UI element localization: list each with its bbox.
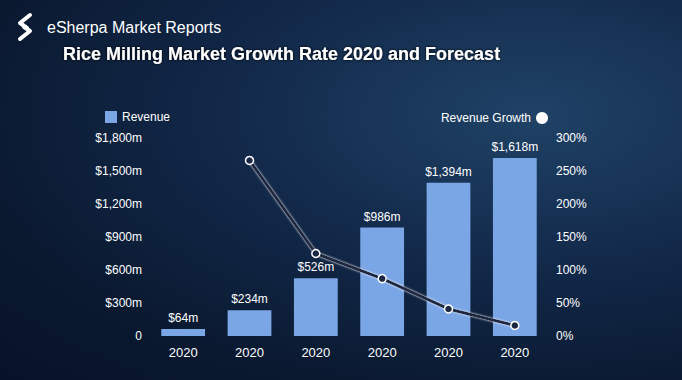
svg-text:0%: 0% [556, 329, 574, 343]
svg-text:$300m: $300m [105, 296, 142, 310]
svg-text:Revenue Growth: Revenue Growth [441, 111, 531, 125]
svg-text:$1,394m: $1,394m [425, 165, 472, 179]
svg-text:$1,200m: $1,200m [95, 197, 142, 211]
svg-text:Revenue: Revenue [122, 110, 170, 124]
svg-text:300%: 300% [556, 131, 587, 145]
svg-text:$986m: $986m [364, 210, 401, 224]
svg-text:2020: 2020 [500, 345, 529, 360]
svg-text:2020: 2020 [434, 345, 463, 360]
svg-text:$234m: $234m [231, 292, 268, 306]
svg-text:$1,800m: $1,800m [95, 131, 142, 145]
svg-text:Rice Milling Market Growth Rat: Rice Milling Market Growth Rate 2020 and… [63, 44, 500, 64]
svg-text:200%: 200% [556, 197, 587, 211]
svg-text:$1,500m: $1,500m [95, 164, 142, 178]
svg-text:$1,618m: $1,618m [491, 140, 538, 154]
svg-text:150%: 150% [556, 230, 587, 244]
svg-text:$64m: $64m [168, 311, 198, 325]
svg-text:2020: 2020 [368, 345, 397, 360]
svg-text:0: 0 [135, 329, 142, 343]
svg-text:2020: 2020 [235, 345, 264, 360]
svg-text:100%: 100% [556, 263, 587, 277]
svg-text:2020: 2020 [169, 345, 198, 360]
svg-text:2020: 2020 [301, 345, 330, 360]
svg-text:$600m: $600m [105, 263, 142, 277]
svg-text:$900m: $900m [105, 230, 142, 244]
svg-text:250%: 250% [556, 164, 587, 178]
svg-text:50%: 50% [556, 296, 580, 310]
svg-text:$526m: $526m [297, 260, 334, 274]
svg-text:eSherpa Market Reports: eSherpa Market Reports [47, 19, 221, 36]
